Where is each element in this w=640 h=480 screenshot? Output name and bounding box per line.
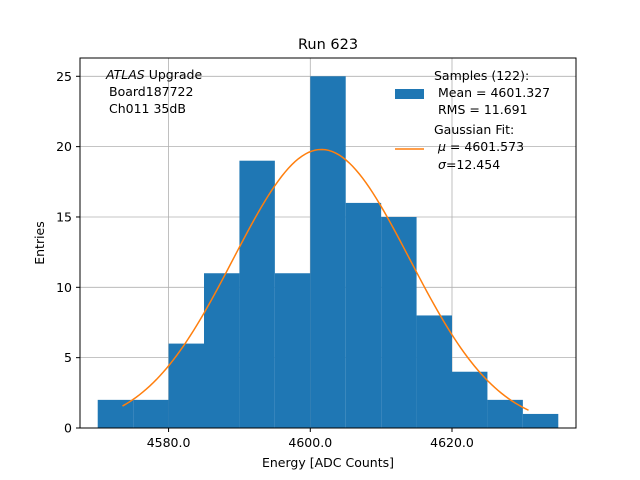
histogram-bar xyxy=(381,216,417,428)
run-annotation: ATLAS Upgrade Board187722 Ch011 35dB xyxy=(105,67,202,116)
svg-text:σ=12.454: σ=12.454 xyxy=(438,157,500,172)
histogram-bar xyxy=(452,371,488,428)
gaussian-fit-curve xyxy=(122,148,529,411)
x-tick-label: 4600.0 xyxy=(288,435,332,450)
histogram-bar xyxy=(133,399,169,428)
y-tick-label: 20 xyxy=(56,139,72,154)
histogram-bar xyxy=(274,273,311,428)
legend-sigma-symbol: σ xyxy=(438,157,447,172)
x-axis-label: Energy [ADC Counts] xyxy=(262,455,394,470)
plot-frame xyxy=(79,57,577,429)
x-tick-label: 4620.0 xyxy=(430,435,474,450)
legend: Samples (122): Mean = 4601.327 RMS = 11.… xyxy=(395,68,550,172)
gaussian-fit-line xyxy=(122,148,529,411)
legend-samples-mean: Mean = 4601.327 xyxy=(438,85,550,100)
histogram-bar xyxy=(168,343,204,428)
legend-samples-patch xyxy=(395,89,424,99)
svg-text:μ = 4601.573: μ = 4601.573 xyxy=(437,139,524,154)
y-tick-label: 10 xyxy=(56,280,72,295)
histogram-bar xyxy=(239,160,275,428)
histogram-bar xyxy=(416,315,452,428)
histogram-bar xyxy=(97,399,134,428)
x-axis-ticks: 4580.0 4600.0 4620.0 xyxy=(147,428,474,450)
legend-fit-mu: = 4601.573 xyxy=(446,139,524,154)
histogram-bars xyxy=(97,76,559,428)
annotation-channel: Ch011 35dB xyxy=(109,101,186,116)
annotation-board: Board187722 xyxy=(109,84,193,99)
y-tick-label: 15 xyxy=(56,209,72,224)
legend-fit-title: Gaussian Fit: xyxy=(434,122,514,137)
y-tick-label: 0 xyxy=(64,421,72,436)
histogram-bar xyxy=(522,413,559,428)
legend-samples-rms: RMS = 11.691 xyxy=(438,102,528,117)
svg-text:ATLAS Upgrade: ATLAS Upgrade xyxy=(105,67,202,82)
y-axis-label: Entries xyxy=(32,221,47,265)
y-tick-label: 5 xyxy=(64,350,72,365)
legend-fit-sigma: =12.454 xyxy=(446,157,500,172)
legend-mu-symbol: μ xyxy=(437,139,446,154)
legend-samples-title: Samples (122): xyxy=(434,68,529,83)
chart-title: Run 623 xyxy=(298,37,358,53)
histogram-bar xyxy=(310,76,346,428)
histogram-bar xyxy=(345,202,382,428)
histogram-bar xyxy=(204,273,240,428)
y-tick-label: 25 xyxy=(56,69,72,84)
annotation-upgrade: Upgrade xyxy=(145,67,203,82)
y-axis-ticks: 0 5 10 15 20 25 xyxy=(56,69,80,436)
annotation-experiment: ATLAS xyxy=(105,67,145,82)
x-tick-label: 4580.0 xyxy=(147,435,191,450)
